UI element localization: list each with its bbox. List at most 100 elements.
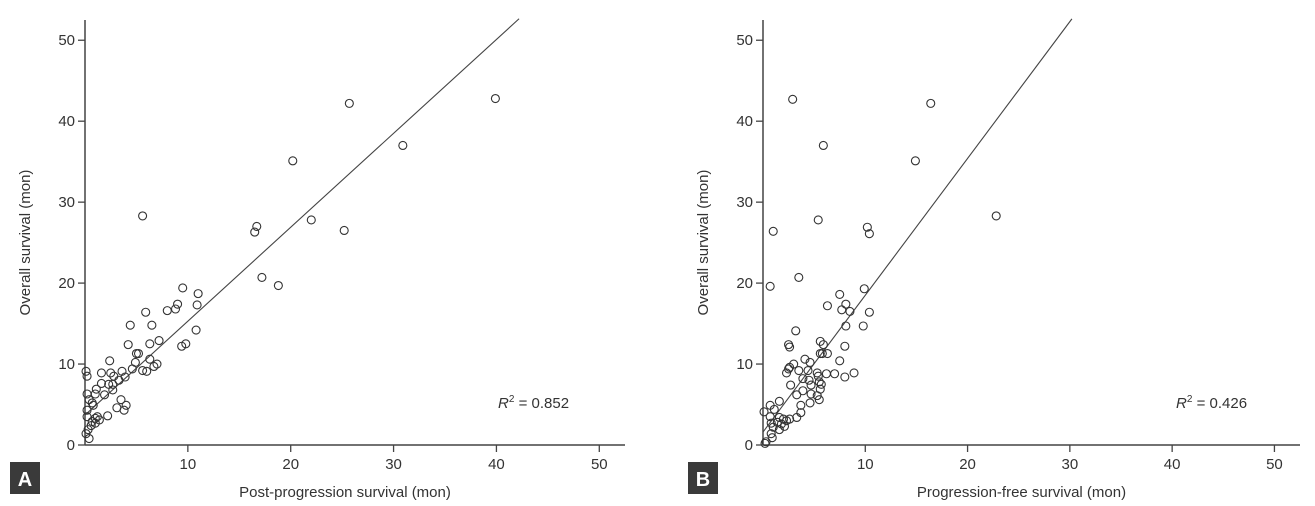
data-point xyxy=(837,305,847,315)
data-point xyxy=(841,321,851,331)
x-tick-label: 30 xyxy=(385,456,402,473)
data-point xyxy=(81,366,91,376)
data-point xyxy=(845,306,855,316)
data-point xyxy=(814,377,824,387)
data-point xyxy=(306,215,316,225)
data-point xyxy=(162,306,172,316)
data-point xyxy=(252,221,262,231)
data-point xyxy=(774,425,784,435)
data-point xyxy=(765,412,775,422)
data-point xyxy=(830,369,840,379)
data-point xyxy=(785,362,795,372)
x-tick-label: 40 xyxy=(488,456,505,473)
data-point xyxy=(192,300,202,310)
data-point xyxy=(792,412,802,423)
x-tick-label: 50 xyxy=(1266,456,1283,473)
data-point xyxy=(791,326,801,336)
data-point xyxy=(760,438,770,448)
data-point xyxy=(858,321,868,331)
data-point xyxy=(792,390,802,400)
data-point xyxy=(818,140,828,151)
data-point xyxy=(88,400,98,410)
data-point xyxy=(781,368,792,378)
data-point xyxy=(106,368,116,378)
data-point xyxy=(910,156,920,166)
data-point xyxy=(785,414,795,424)
data-point xyxy=(82,405,92,415)
data-point xyxy=(798,386,808,396)
data-point xyxy=(813,215,823,225)
data-point xyxy=(99,390,110,400)
data-point xyxy=(191,325,201,335)
data-point xyxy=(805,398,815,408)
data-point xyxy=(288,156,298,166)
data-point xyxy=(818,340,828,350)
r-superscript: 2 xyxy=(1187,394,1193,405)
data-point xyxy=(835,289,845,299)
x-axis-label: Progression-free survival (mon) xyxy=(917,484,1126,501)
data-point xyxy=(816,379,826,389)
data-point xyxy=(991,211,1001,221)
data-point xyxy=(133,348,144,359)
y-tick-label: 50 xyxy=(736,32,753,49)
data-point xyxy=(490,93,500,104)
y-tick-label: 30 xyxy=(58,194,75,211)
data-point xyxy=(145,339,155,349)
regression-line xyxy=(762,18,1073,433)
data-point xyxy=(926,98,936,108)
x-tick-label: 30 xyxy=(1062,456,1079,473)
y-tick-label: 30 xyxy=(736,194,753,211)
data-point xyxy=(768,226,778,236)
data-point xyxy=(193,289,203,299)
data-point xyxy=(849,368,859,378)
data-point xyxy=(806,389,816,399)
y-tick-label: 40 xyxy=(58,113,75,130)
data-point xyxy=(273,280,283,291)
data-point xyxy=(81,429,91,439)
data-point xyxy=(803,365,813,376)
data-point xyxy=(96,378,107,389)
data-point xyxy=(147,320,157,330)
data-point xyxy=(804,375,814,385)
data-point xyxy=(815,336,825,346)
data-point xyxy=(765,281,775,291)
data-point xyxy=(840,341,850,351)
data-point xyxy=(91,384,101,394)
data-point xyxy=(821,369,831,379)
y-tick-label: 40 xyxy=(736,113,753,130)
data-point xyxy=(800,354,810,364)
data-point xyxy=(145,354,155,364)
data-point xyxy=(774,396,784,406)
data-point xyxy=(96,368,107,378)
data-point xyxy=(398,140,408,151)
panel-b: 0 10 20 30 40 50 10 20 30 40 50 Progression-free su… xyxy=(688,18,1300,501)
r-squared-value: = 0.852 xyxy=(514,395,569,412)
data-point xyxy=(862,222,872,232)
data-point xyxy=(181,339,191,349)
data-point xyxy=(103,411,113,421)
data-point xyxy=(814,395,824,405)
regression-line xyxy=(84,18,520,416)
x-tick-label: 10 xyxy=(180,456,197,473)
data-point xyxy=(806,380,816,390)
data-point xyxy=(108,385,118,395)
panel-label-box xyxy=(688,462,718,494)
data-point xyxy=(257,272,267,282)
data-point xyxy=(805,357,815,367)
x-tick-label: 50 xyxy=(591,456,608,473)
y-tick-label: 0 xyxy=(745,437,753,454)
data-point xyxy=(776,419,786,429)
data-point xyxy=(769,404,779,414)
data-point xyxy=(822,348,832,359)
data-point xyxy=(94,415,104,425)
data-point xyxy=(817,348,827,359)
data-point xyxy=(105,356,115,366)
panel-label: B xyxy=(696,469,710,491)
x-tick-label: 40 xyxy=(1164,456,1181,473)
r-symbol: R xyxy=(1176,395,1187,412)
x-axis-label: Post-progression survival (mon) xyxy=(239,484,451,501)
data-point xyxy=(173,299,183,309)
data-point xyxy=(339,225,349,236)
x-tick-label: 10 xyxy=(857,456,874,473)
